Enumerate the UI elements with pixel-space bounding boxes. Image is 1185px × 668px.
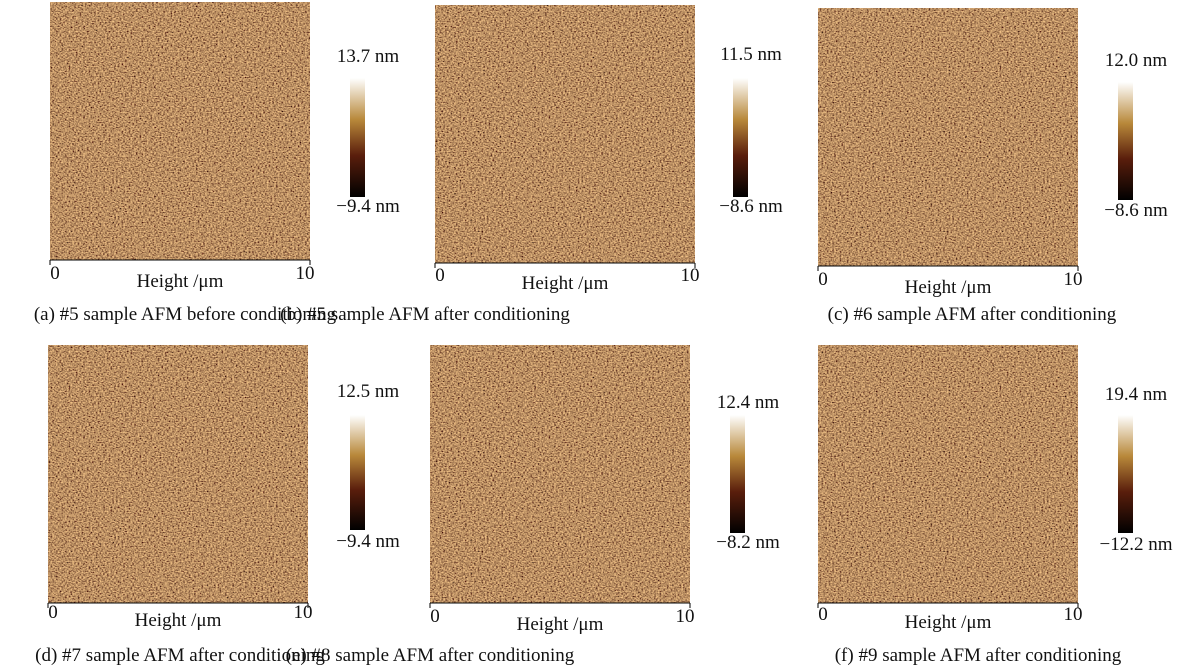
x-tick-label: 10 xyxy=(676,606,695,627)
scale-min: −12.2 nm xyxy=(1100,534,1173,555)
x-tick-label: 0 xyxy=(818,269,828,290)
color-bar xyxy=(733,78,748,197)
axis-label: Height /μm xyxy=(517,614,604,635)
x-tick-label: 10 xyxy=(1064,269,1083,290)
scale-max: 12.0 nm xyxy=(1105,50,1168,71)
caption: (b) #5 sample AFM after conditioning xyxy=(280,304,570,325)
scale-min: −8.6 nm xyxy=(1104,200,1168,221)
caption: (f) #9 sample AFM after conditioning xyxy=(835,645,1122,666)
scale-max: 19.4 nm xyxy=(1105,384,1168,405)
color-bar xyxy=(350,415,365,530)
afm-image xyxy=(818,8,1078,266)
x-tick-label: 0 xyxy=(435,265,445,286)
scale-min: −8.6 nm xyxy=(719,196,783,217)
caption: (d) #7 sample AFM after conditioning xyxy=(35,645,325,666)
color-bar xyxy=(1118,82,1133,200)
x-tick-label: 10 xyxy=(681,265,700,286)
color-bar xyxy=(730,415,745,533)
x-tick-label: 0 xyxy=(48,602,58,623)
x-tick-label: 0 xyxy=(50,263,60,284)
scale-max: 13.7 nm xyxy=(337,46,400,67)
axis-label: Height /μm xyxy=(905,277,992,298)
axis-label: Height /μm xyxy=(135,610,222,631)
caption: (c) #6 sample AFM after conditioning xyxy=(828,304,1117,325)
caption: (a) #5 sample AFM before conditioning xyxy=(34,304,337,325)
scale-min: −8.2 nm xyxy=(716,532,780,553)
axis-label: Height /μm xyxy=(905,612,992,633)
x-tick-label: 0 xyxy=(430,606,440,627)
scale-max: 11.5 nm xyxy=(720,44,782,65)
afm-image xyxy=(48,345,308,603)
afm-image xyxy=(50,2,310,260)
afm-image xyxy=(435,5,695,263)
scale-min: −9.4 nm xyxy=(336,196,400,217)
scale-min: −9.4 nm xyxy=(336,531,400,552)
x-tick-label: 10 xyxy=(296,263,315,284)
x-tick-label: 10 xyxy=(1064,604,1083,625)
color-bar xyxy=(1118,415,1133,533)
x-tick-label: 10 xyxy=(294,602,313,623)
axis-label: Height /μm xyxy=(137,271,224,292)
x-tick-label: 0 xyxy=(818,604,828,625)
caption: (e) #8 sample AFM after conditioning xyxy=(286,645,575,666)
scale-max: 12.4 nm xyxy=(717,392,780,413)
axis-label: Height /μm xyxy=(522,273,609,294)
afm-image xyxy=(818,345,1078,603)
color-bar xyxy=(350,78,365,197)
scale-max: 12.5 nm xyxy=(337,381,400,402)
afm-image xyxy=(430,345,690,603)
